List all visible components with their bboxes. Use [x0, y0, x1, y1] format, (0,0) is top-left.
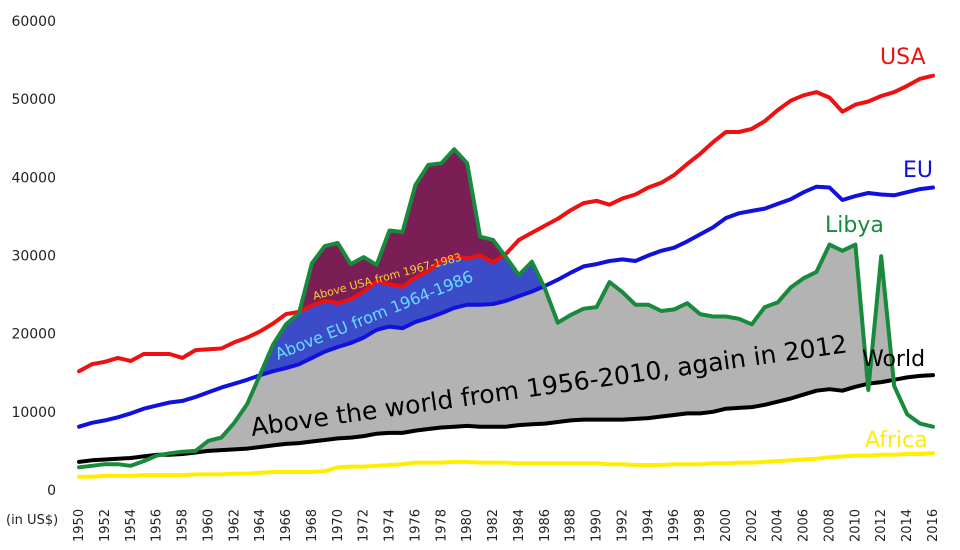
fill-above-usa [299, 149, 505, 312]
series-line-africa [77, 451, 935, 479]
x-tick-label: 1962 [227, 509, 242, 542]
y-tick-label: 10000 [11, 405, 56, 421]
x-tick-label: 2010 [848, 509, 863, 542]
fill-areas [160, 149, 894, 455]
fill-above-world [160, 149, 868, 455]
label-usa: USA [880, 45, 926, 70]
y-tick-label: 30000 [11, 249, 56, 265]
x-tick-label: 1972 [357, 509, 372, 542]
x-tick-label: 1958 [176, 509, 191, 542]
x-tick-label: 1980 [460, 509, 475, 542]
x-tick-label: 1982 [486, 509, 501, 542]
x-tick-label: 2006 [797, 509, 812, 542]
x-tick-label: 1994 [641, 509, 656, 542]
y-tick-label: 50000 [11, 92, 56, 108]
y-unit-label: (in US$) [6, 513, 58, 528]
label-world: World [862, 347, 925, 372]
y-axis: 0 10000 20000 30000 40000 50000 60000 [11, 14, 56, 499]
y-tick-label: 60000 [11, 14, 56, 30]
x-tick-label: 1978 [434, 509, 449, 542]
x-tick-label: 2000 [719, 509, 734, 542]
x-tick-label: 1966 [279, 509, 294, 542]
y-tick-label: 20000 [11, 327, 56, 343]
x-tick-label: 1992 [615, 509, 630, 542]
x-tick-label: 1950 [72, 509, 87, 542]
x-tick-label: 1960 [201, 509, 216, 542]
series-lines [77, 73, 935, 479]
x-tick-label: 1990 [590, 509, 605, 542]
x-tick-label: 1956 [150, 509, 165, 542]
x-tick-label: 1998 [693, 509, 708, 542]
x-tick-label: 2004 [771, 509, 786, 542]
x-tick-label: 1952 [98, 509, 113, 542]
series-line-libya [77, 147, 935, 470]
x-tick-label: 2016 [926, 509, 941, 542]
x-tick-label: 1996 [667, 509, 682, 542]
fill-above-world [868, 256, 894, 384]
series-line-eu [77, 184, 935, 429]
x-tick-label: 1988 [564, 509, 579, 542]
x-tick-label: 1964 [253, 509, 268, 542]
x-tick-label: 2014 [900, 509, 915, 542]
y-tick-label: 40000 [11, 170, 56, 186]
label-libya: Libya [825, 213, 884, 238]
x-tick-label: 2002 [745, 509, 760, 542]
x-tick-label: 1954 [124, 509, 139, 542]
x-tick-label: 2008 [822, 509, 837, 542]
x-axis: 1950 1952 1954 1956 1958 1960 1962 1964 1966 1968… [72, 509, 941, 542]
x-tick-label: 1986 [538, 509, 553, 542]
label-africa: Africa [865, 428, 928, 453]
label-eu: EU [903, 158, 933, 183]
x-tick-label: 1968 [305, 509, 320, 542]
x-tick-label: 1974 [383, 509, 398, 542]
x-tick-label: 1970 [331, 509, 346, 542]
x-tick-label: 1984 [512, 509, 527, 542]
x-tick-label: 1976 [408, 509, 423, 542]
x-tick-label: 2012 [874, 509, 889, 542]
y-tick-label: 0 [47, 483, 56, 499]
series-line-world [77, 373, 935, 464]
